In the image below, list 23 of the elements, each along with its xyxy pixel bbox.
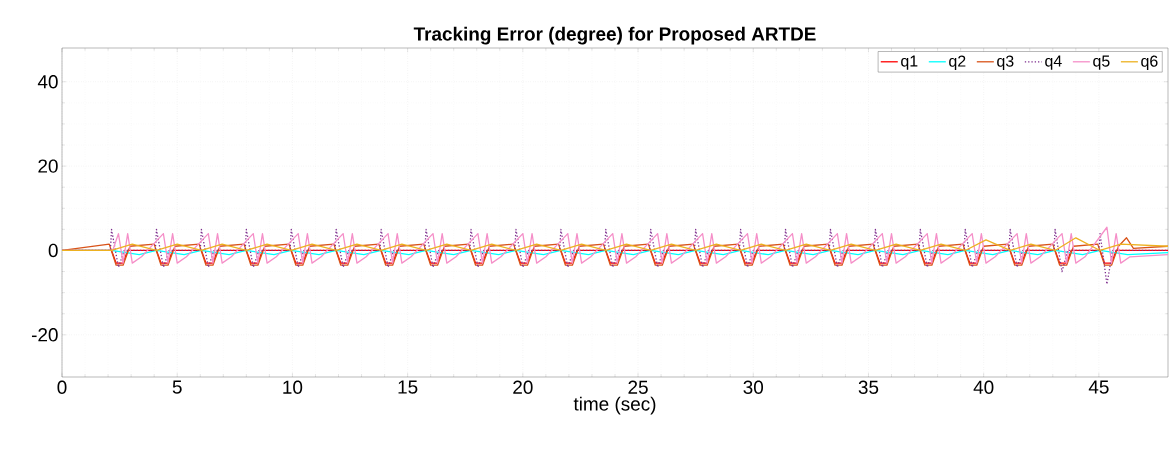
x-tick-label: 5 <box>172 380 182 394</box>
legend-label: q5 <box>1093 55 1110 70</box>
y-tick-label: 40 <box>37 75 58 89</box>
x-tick-label: 20 <box>513 380 533 394</box>
x-tick-label: 40 <box>973 380 994 394</box>
line-series <box>62 237 1168 252</box>
legend-label: q4 <box>1045 55 1062 70</box>
legend-label: q2 <box>949 55 966 70</box>
y-tick-label: 0 <box>48 243 58 258</box>
legend-label: q1 <box>901 55 918 70</box>
legend-label: q6 <box>1141 55 1158 70</box>
chart-title: Tracking Error (degree) for Proposed ARTDE <box>413 26 816 45</box>
y-tick-label: 20 <box>38 159 58 173</box>
legend-label: q3 <box>997 55 1014 70</box>
x-tick-label: 10 <box>283 380 303 394</box>
y-tick-label: -20 <box>31 328 58 342</box>
x-tick-label: 30 <box>743 380 764 394</box>
x-tick-label: 0 <box>57 380 67 394</box>
x-tick-label: 45 <box>1088 380 1109 394</box>
x-tick-label: 35 <box>858 380 879 394</box>
x-axis-title: time (sec) <box>573 396 656 415</box>
x-tick-label: 15 <box>398 380 418 394</box>
x-tick-label: 25 <box>628 380 648 394</box>
